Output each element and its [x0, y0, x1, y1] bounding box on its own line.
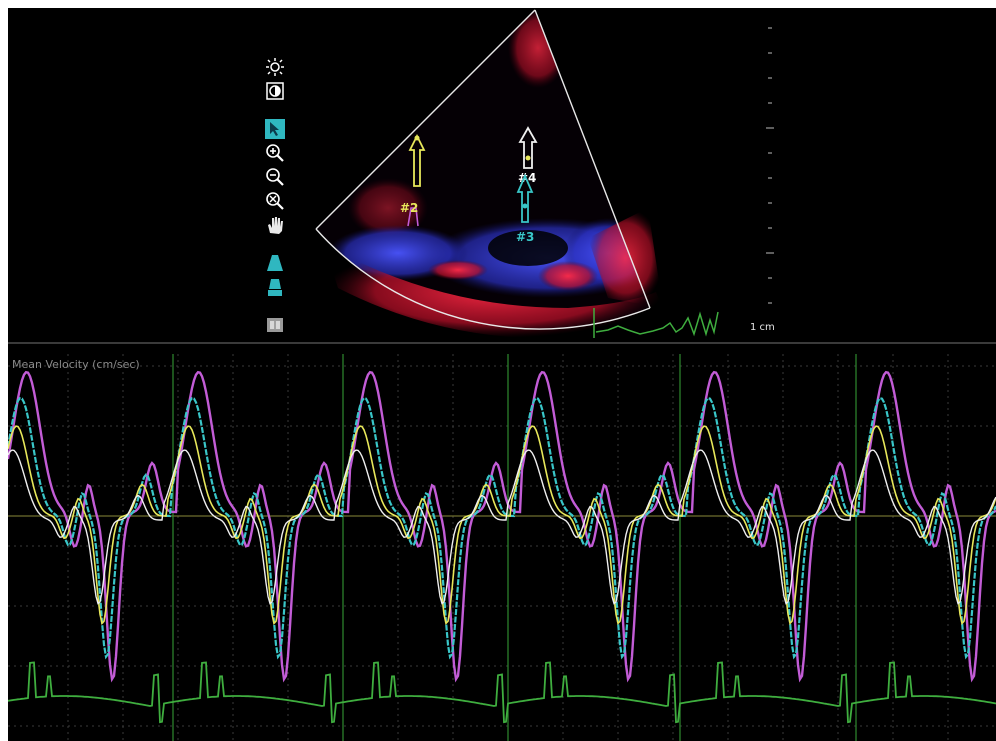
series-line-cyan	[8, 396, 996, 660]
series-line-purple	[8, 370, 996, 683]
chart-ylabel: Mean Velocity (cm/sec)	[12, 358, 140, 371]
depth-ruler	[766, 27, 774, 304]
echo-sector-view[interactable]: #2 #4 #3	[8, 8, 996, 342]
pericardium-band	[324, 208, 663, 338]
series-line-white	[8, 449, 996, 605]
mmode-view-icon[interactable]	[264, 276, 286, 298]
zoom-out-icon[interactable]	[264, 166, 286, 188]
mini-ecg-trace	[593, 308, 719, 338]
tracking-point-2[interactable]: #2	[400, 133, 426, 227]
brightness-icon[interactable]	[264, 56, 286, 78]
zoom-in-icon[interactable]	[264, 142, 286, 164]
zoom-reset-icon[interactable]	[264, 190, 286, 212]
point-label-2: #2	[400, 201, 418, 215]
select-arrow-icon[interactable]	[264, 118, 286, 140]
sector-view-icon[interactable]	[264, 252, 286, 274]
sector-edge-left	[315, 9, 536, 230]
velocity-plot-panel[interactable]: Mean Velocity (cm/sec)	[8, 344, 996, 741]
sector-arc	[315, 228, 651, 330]
velocity-chart	[8, 354, 996, 741]
tracking-point-3[interactable]: #3	[516, 173, 534, 244]
scale-label: 1 cm	[750, 322, 775, 333]
ecg-trace	[8, 661, 996, 724]
pan-hand-icon[interactable]	[264, 214, 286, 236]
series-line-yellow	[8, 425, 996, 626]
echo-application-screen: #2 #4 #3	[8, 8, 996, 741]
sector-edge-right	[534, 9, 651, 309]
snapshot-icon[interactable]	[264, 314, 286, 336]
echo-image-panel[interactable]: #2 #4 #3	[8, 8, 996, 342]
point-label-3: #3	[516, 230, 534, 244]
contrast-icon[interactable]	[264, 80, 286, 102]
panel-divider[interactable]	[8, 342, 996, 344]
